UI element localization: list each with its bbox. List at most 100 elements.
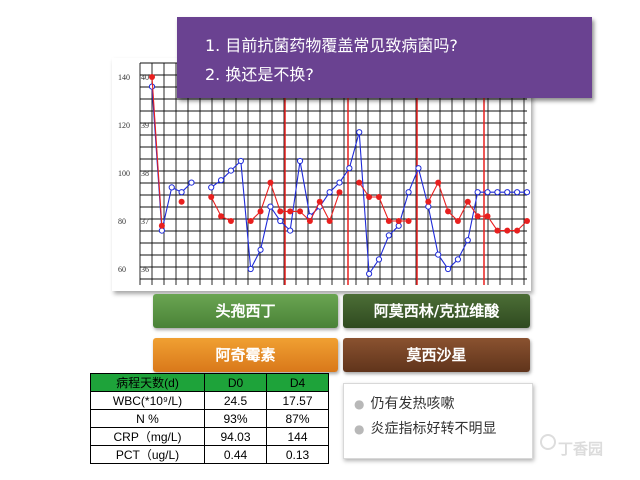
temp-tick-label: 36 — [141, 265, 149, 274]
table-row: CRP（mg/L) 94.03 144 — [90, 427, 329, 446]
temperature-point — [445, 208, 452, 215]
temperature-point — [297, 208, 304, 215]
count-point — [523, 189, 531, 196]
temperature-point — [178, 198, 185, 205]
table-cell: N % — [90, 409, 205, 428]
table-cell: 87% — [266, 409, 329, 428]
temperature-point — [395, 218, 402, 224]
count-tick-label: 120 — [118, 121, 130, 130]
temp-tick-label: 40 — [141, 73, 149, 82]
count-point — [208, 184, 215, 191]
count-point — [444, 265, 452, 273]
count-point — [454, 256, 462, 263]
finding-item: ● 仍有发热咳嗽 — [354, 392, 532, 417]
count-point — [287, 227, 294, 234]
temperature-point — [405, 218, 412, 224]
count-point — [514, 189, 521, 196]
table-cell: 93% — [204, 409, 267, 428]
question-2: 2. 换还是不换? — [205, 65, 314, 84]
temperature-point — [375, 194, 382, 200]
count-point — [366, 270, 373, 277]
chart-series — [148, 74, 531, 277]
watermark-logo-icon — [540, 434, 556, 450]
count-tick-label: 60 — [118, 265, 126, 274]
temperature-point — [464, 198, 471, 205]
temperature-point — [247, 218, 254, 224]
temperature-point — [306, 218, 313, 224]
table-cell: 94.03 — [204, 427, 267, 446]
count-point — [336, 179, 343, 186]
temperature-point — [267, 179, 274, 186]
question-1: 1. 目前抗菌药物覆盖常见致病菌吗? — [205, 36, 458, 55]
temperature-point — [494, 227, 501, 234]
count-point — [435, 251, 442, 258]
count-point — [178, 189, 185, 196]
header-cell: D4 — [266, 373, 329, 392]
temperature-point — [316, 198, 323, 205]
temperature-point — [524, 218, 530, 224]
table-cell: 0.44 — [204, 445, 267, 464]
question-box: 1. 目前抗菌药物覆盖常见致病菌吗? 2. 换还是不换? — [177, 17, 592, 98]
lab-results-table: 病程天数(d) D0 D4 WBC(*10⁹/L) 24.5 17.57 N %… — [90, 373, 329, 464]
table-header-row: 病程天数(d) D0 D4 — [90, 373, 329, 392]
axis-tick-labels: 140 120 100 80 60 40 39 38 37 36 — [118, 73, 149, 274]
day-separator-lines — [284, 63, 485, 285]
temperature-point — [227, 218, 234, 224]
table-cell: 24.5 — [204, 391, 267, 410]
count-point — [346, 165, 353, 172]
temp-tick-label: 39 — [141, 121, 149, 130]
count-point — [326, 189, 333, 196]
watermark: 丁香园 — [558, 440, 604, 458]
bullet-icon: ● — [354, 397, 365, 411]
count-point — [277, 217, 284, 225]
antibiotic-band-moxifloxacin: 莫西沙星 — [343, 338, 530, 372]
temperature-point — [474, 213, 481, 220]
table-cell: CRP（mg/L) — [90, 427, 205, 446]
temperature-point — [257, 208, 264, 215]
count-point — [405, 189, 412, 196]
count-point — [474, 189, 481, 196]
count-point — [188, 179, 195, 186]
temperature-point — [514, 227, 521, 234]
count-point — [494, 189, 501, 196]
table-cell: 144 — [266, 427, 329, 446]
count-point — [267, 203, 274, 210]
count-point — [504, 189, 511, 196]
temperature-series-line — [151, 76, 163, 226]
count-point — [227, 167, 235, 174]
count-point — [237, 157, 244, 165]
temperature-point — [504, 227, 511, 234]
antibiotic-band-azithromycin: 阿奇霉素 — [153, 338, 338, 372]
findings-box: ● 仍有发热咳嗽 ● 炎症指标好转不明显 — [343, 383, 533, 459]
count-point — [375, 256, 383, 263]
finding-text: 炎症指标好转不明显 — [370, 421, 497, 437]
temperature-point — [356, 179, 363, 186]
table-cell: 0.13 — [266, 445, 329, 464]
count-point — [484, 189, 491, 196]
finding-item: ● 炎症指标好转不明显 — [354, 417, 532, 442]
temperature-point — [149, 74, 155, 80]
table-row: PCT（ug/L) 0.44 0.13 — [90, 445, 329, 464]
temperature-point — [425, 198, 432, 205]
count-point — [257, 246, 264, 253]
temperature-point — [208, 194, 215, 200]
temperature-point — [454, 218, 461, 224]
bullet-icon: ● — [354, 422, 365, 436]
finding-text: 仍有发热咳嗽 — [370, 396, 455, 412]
count-tick-label: 80 — [118, 217, 126, 226]
temperature-point — [218, 213, 225, 220]
table-row: WBC(*10⁹/L) 24.5 17.57 — [90, 391, 329, 410]
antibiotic-band-amoxicillin-clavulanate: 阿莫西林/克拉维酸 — [343, 294, 530, 328]
count-point — [356, 129, 363, 136]
table-cell: 17.57 — [266, 391, 329, 410]
count-point — [217, 177, 225, 184]
table-cell: PCT（ug/L) — [90, 445, 205, 464]
temperature-point — [287, 208, 294, 215]
count-point — [464, 237, 471, 244]
temperature-point — [366, 194, 373, 200]
count-point — [247, 265, 254, 273]
count-tick-label: 100 — [118, 169, 130, 178]
count-point — [415, 165, 422, 172]
antibiotic-band-cefoxitin: 头孢西丁 — [153, 294, 338, 328]
temperature-series-line — [250, 180, 341, 223]
